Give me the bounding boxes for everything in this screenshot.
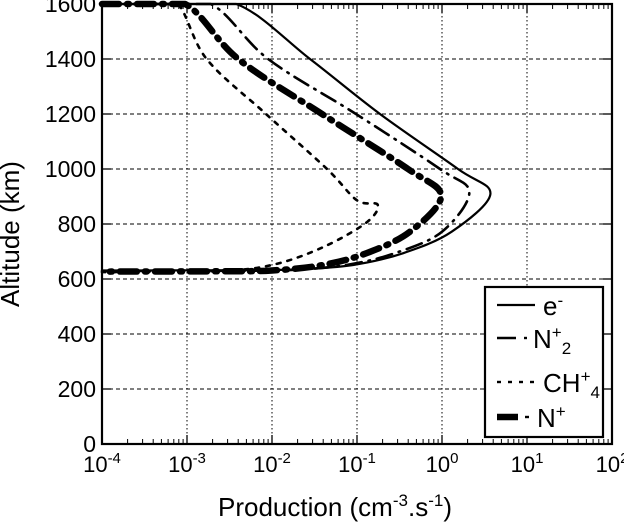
svg-text:1600: 1600	[45, 0, 96, 17]
svg-text:10-2: 10-2	[253, 450, 291, 477]
svg-text:400: 400	[58, 321, 96, 347]
svg-text:800: 800	[58, 211, 96, 237]
svg-text:Production (cm-3.s-1): Production (cm-3.s-1)	[218, 491, 452, 522]
svg-text:100: 100	[426, 450, 459, 477]
svg-text:1000: 1000	[45, 156, 96, 182]
svg-text:600: 600	[58, 266, 96, 292]
svg-text:10-4: 10-4	[83, 450, 121, 477]
svg-text:102: 102	[596, 450, 624, 477]
svg-text:10-1: 10-1	[338, 450, 376, 477]
svg-text:101: 101	[511, 450, 544, 477]
svg-text:200: 200	[58, 376, 96, 402]
svg-text:10-3: 10-3	[168, 450, 206, 477]
svg-text:Altitude (km): Altitude (km)	[0, 161, 25, 307]
svg-text:1400: 1400	[45, 46, 96, 72]
svg-text:1200: 1200	[45, 101, 96, 127]
